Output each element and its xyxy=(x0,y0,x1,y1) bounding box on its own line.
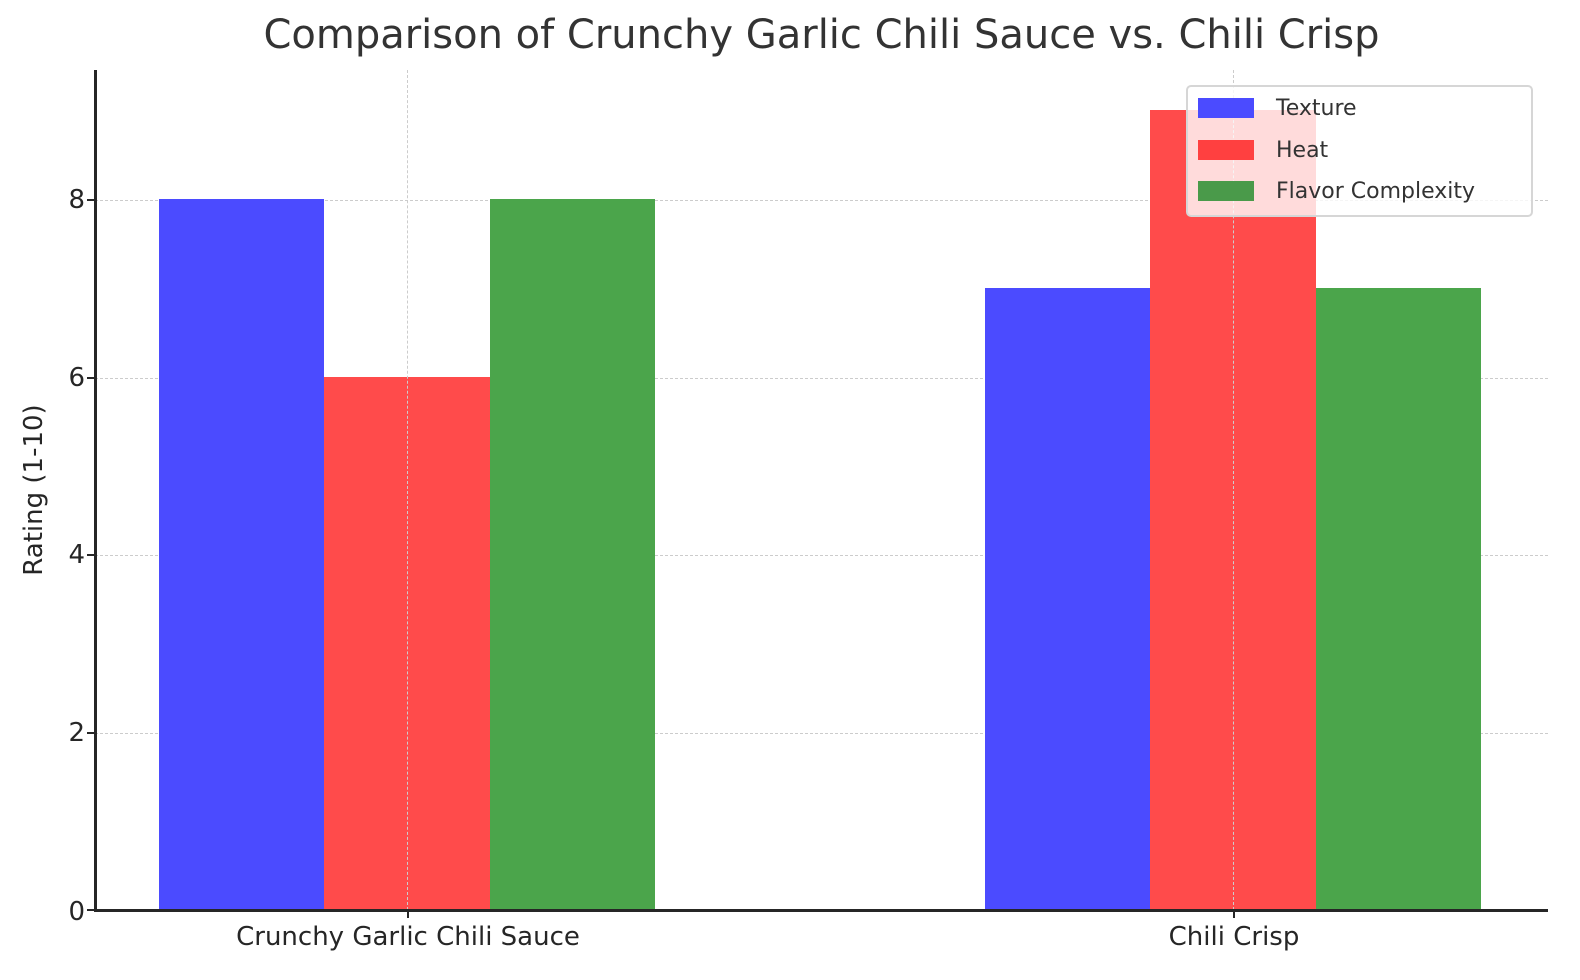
legend-label-heat: Heat xyxy=(1276,137,1329,163)
chart-title: Comparison of Crunchy Garlic Chili Sauce… xyxy=(263,12,1380,58)
legend-label-texture: Texture xyxy=(1276,95,1357,121)
x-tick-1 xyxy=(1233,910,1235,918)
gridline-x-1 xyxy=(1233,70,1234,910)
legend-swatch-flavor-complexity xyxy=(1198,181,1254,201)
gridline-y-8 xyxy=(95,200,1548,201)
x-axis-spine xyxy=(94,909,1548,912)
plot-area: 0 2 4 6 8 Crunchy Garlic Chili Sauce Chi… xyxy=(68,70,1548,952)
y-tick-2 xyxy=(87,731,95,734)
y-tick-4 xyxy=(87,554,95,556)
y-tick-label-8: 8 xyxy=(68,185,85,215)
x-tick-0 xyxy=(407,910,409,918)
y-tick-label-2: 2 xyxy=(68,718,85,748)
legend-swatch-heat xyxy=(1198,140,1254,160)
y-tick-label-6: 6 xyxy=(68,363,85,393)
y-tick-0 xyxy=(87,909,95,911)
bar-texture-crunchy-garlic-chili-sauce xyxy=(158,198,325,910)
y-axis-label: Rating (1-10) xyxy=(19,404,49,576)
legend-item-heat: Heat xyxy=(1198,135,1328,165)
legend-label-flavor-complexity: Flavor Complexity xyxy=(1276,178,1476,204)
gridline-x-0 xyxy=(407,70,408,910)
legend-item-flavor-complexity: Flavor Complexity xyxy=(1198,176,1475,206)
gridline-y-2 xyxy=(95,732,1548,734)
gridline-y-4 xyxy=(95,555,1548,556)
legend-swatch-texture xyxy=(1198,98,1254,118)
bar-flavor-complexity-crunchy-garlic-chili-sauce xyxy=(489,198,656,910)
y-tick-label-0: 0 xyxy=(68,897,85,927)
bar-flavor-complexity-chili-crisp xyxy=(1315,287,1482,910)
bar-texture-chili-crisp xyxy=(984,287,1151,910)
gridline-y-6 xyxy=(95,377,1548,379)
x-tick-label-crunchy-garlic-chili-sauce: Crunchy Garlic Chili Sauce xyxy=(236,922,580,952)
legend-item-texture: Texture xyxy=(1198,93,1357,123)
legend: Texture Heat Flavor Complexity xyxy=(1186,85,1533,217)
y-tick-6 xyxy=(87,376,95,379)
x-tick-label-chili-crisp: Chili Crisp xyxy=(1168,922,1300,952)
y-tick-8 xyxy=(87,199,95,201)
y-axis-spine xyxy=(94,70,97,911)
y-tick-label-4: 4 xyxy=(68,540,85,570)
